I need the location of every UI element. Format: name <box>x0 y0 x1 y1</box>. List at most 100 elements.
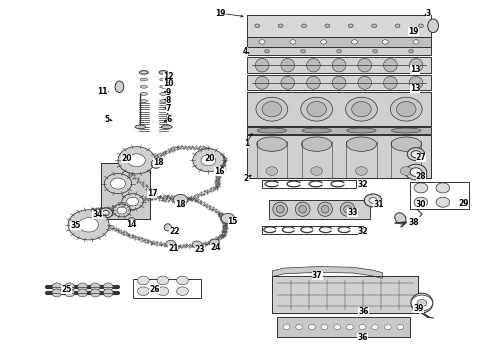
Circle shape <box>356 167 368 175</box>
Bar <box>247 75 431 90</box>
Circle shape <box>79 218 98 232</box>
Circle shape <box>325 24 330 28</box>
Text: 38: 38 <box>408 218 419 227</box>
Text: 13: 13 <box>410 65 420 74</box>
Text: 5: 5 <box>105 115 110 124</box>
Circle shape <box>68 210 109 240</box>
Circle shape <box>118 147 155 174</box>
Ellipse shape <box>256 97 288 121</box>
Ellipse shape <box>255 76 269 89</box>
Bar <box>247 135 431 178</box>
Circle shape <box>128 154 146 167</box>
Text: 33: 33 <box>347 208 358 217</box>
Ellipse shape <box>160 85 167 88</box>
Ellipse shape <box>65 283 74 291</box>
Ellipse shape <box>345 97 377 121</box>
Circle shape <box>334 324 341 329</box>
Circle shape <box>410 168 422 176</box>
Ellipse shape <box>358 59 371 72</box>
Circle shape <box>296 324 303 329</box>
Circle shape <box>99 208 113 218</box>
Circle shape <box>193 149 224 172</box>
Bar <box>270 200 369 219</box>
Ellipse shape <box>392 128 421 133</box>
Circle shape <box>351 40 357 44</box>
Circle shape <box>407 148 425 161</box>
Text: 2: 2 <box>244 175 249 184</box>
Text: 21: 21 <box>168 244 178 253</box>
Ellipse shape <box>77 283 87 291</box>
Ellipse shape <box>103 283 113 291</box>
Ellipse shape <box>409 59 423 72</box>
Text: 39: 39 <box>413 303 424 312</box>
Circle shape <box>382 40 388 44</box>
Circle shape <box>300 49 305 53</box>
Text: 9: 9 <box>166 87 171 96</box>
Ellipse shape <box>343 206 351 213</box>
Ellipse shape <box>307 59 320 72</box>
Circle shape <box>122 194 144 210</box>
Ellipse shape <box>411 293 433 313</box>
Circle shape <box>418 24 423 28</box>
Ellipse shape <box>140 93 147 95</box>
Ellipse shape <box>281 76 294 89</box>
Ellipse shape <box>384 59 397 72</box>
Ellipse shape <box>255 59 269 72</box>
Text: 3: 3 <box>426 9 431 18</box>
Circle shape <box>371 324 378 329</box>
Ellipse shape <box>160 78 167 81</box>
Text: 26: 26 <box>149 285 160 294</box>
Ellipse shape <box>358 76 371 89</box>
Text: 32: 32 <box>358 228 368 237</box>
Ellipse shape <box>91 289 100 297</box>
Ellipse shape <box>160 93 167 95</box>
Ellipse shape <box>164 224 171 231</box>
Circle shape <box>409 49 414 53</box>
Circle shape <box>395 24 400 28</box>
Bar <box>277 317 410 337</box>
Circle shape <box>102 211 109 216</box>
Text: 35: 35 <box>70 221 81 230</box>
Text: 7: 7 <box>166 104 171 113</box>
Text: 23: 23 <box>195 246 205 255</box>
Ellipse shape <box>347 128 376 133</box>
Text: 32: 32 <box>358 180 368 189</box>
Text: 4: 4 <box>243 47 247 56</box>
Text: 1: 1 <box>244 139 249 148</box>
Circle shape <box>346 324 353 329</box>
Circle shape <box>166 240 175 247</box>
Circle shape <box>337 49 342 53</box>
Text: 16: 16 <box>214 167 225 176</box>
Ellipse shape <box>160 100 167 103</box>
Circle shape <box>290 40 296 44</box>
Circle shape <box>127 197 139 206</box>
Ellipse shape <box>151 159 161 168</box>
Bar <box>272 276 418 314</box>
Ellipse shape <box>91 283 100 291</box>
Bar <box>247 57 431 73</box>
Text: 20: 20 <box>204 154 215 163</box>
Circle shape <box>397 324 404 329</box>
Bar <box>262 180 356 188</box>
Ellipse shape <box>257 128 287 133</box>
Circle shape <box>436 183 450 193</box>
Text: 37: 37 <box>312 271 322 280</box>
Ellipse shape <box>301 137 332 151</box>
Ellipse shape <box>384 76 397 89</box>
Ellipse shape <box>52 289 62 297</box>
Ellipse shape <box>52 283 62 291</box>
Text: 18: 18 <box>175 200 186 209</box>
Ellipse shape <box>346 137 377 151</box>
Text: 31: 31 <box>373 200 384 209</box>
Circle shape <box>405 164 427 180</box>
Ellipse shape <box>321 206 329 213</box>
Circle shape <box>348 24 353 28</box>
Ellipse shape <box>135 125 146 129</box>
Ellipse shape <box>318 202 332 216</box>
Circle shape <box>113 204 131 217</box>
Ellipse shape <box>302 128 331 133</box>
Bar <box>101 163 150 220</box>
Circle shape <box>417 300 427 307</box>
Text: 29: 29 <box>459 199 469 208</box>
Ellipse shape <box>307 76 320 89</box>
